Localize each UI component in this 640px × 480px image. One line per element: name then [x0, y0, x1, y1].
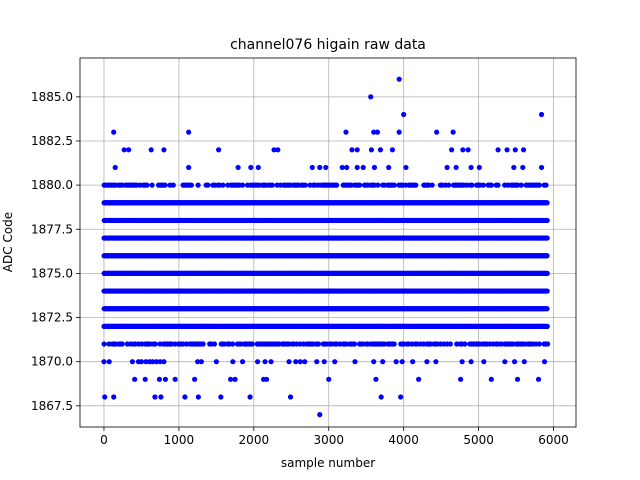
- data-point: [544, 306, 550, 312]
- data-point: [391, 341, 397, 347]
- data-point: [544, 323, 550, 329]
- data-point: [462, 341, 468, 347]
- data-point: [544, 270, 550, 276]
- data-point: [544, 235, 550, 241]
- data-point: [200, 341, 206, 347]
- data-point: [152, 341, 158, 347]
- data-point: [315, 341, 322, 347]
- data-point: [249, 341, 255, 347]
- data-point: [447, 341, 453, 347]
- data-point: [536, 341, 542, 347]
- data-point: [544, 253, 550, 259]
- data-point: [229, 341, 236, 347]
- data-point: [351, 341, 358, 347]
- data-points: [101, 76, 551, 418]
- data-point: [544, 217, 550, 224]
- data-point: [545, 341, 551, 347]
- data-point: [101, 341, 107, 347]
- data-point: [544, 288, 550, 294]
- data-point: [119, 341, 125, 347]
- data-point: [211, 341, 218, 347]
